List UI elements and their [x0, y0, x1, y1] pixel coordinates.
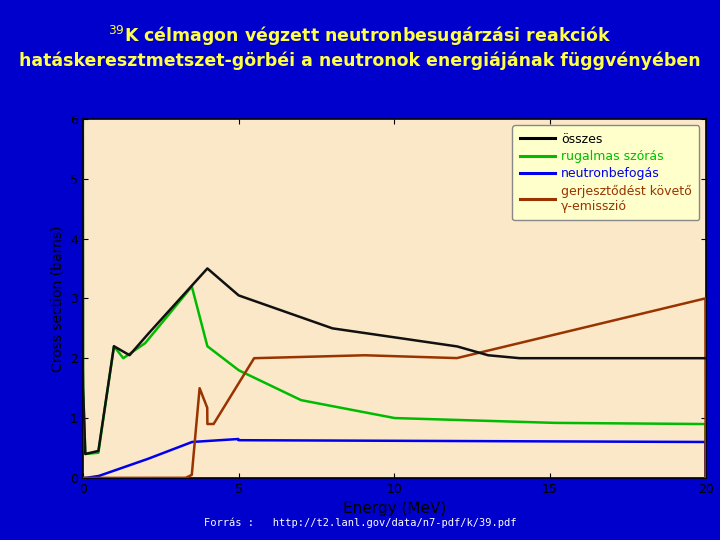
Text: Forrás :   http://t2.lanl.gov/data/n7-pdf/k/39.pdf: Forrás : http://t2.lanl.gov/data/n7-pdf/…: [204, 518, 516, 528]
Text: $^{39}$K célmagon végzett neutronbesugárzási reakciók: $^{39}$K célmagon végzett neutronbesugár…: [108, 24, 612, 49]
X-axis label: Energy (MeV): Energy (MeV): [343, 501, 446, 516]
Legend: összes, rugalmas szórás, neutronbefogás, gerjesztődést követő
γ-emisszió: összes, rugalmas szórás, neutronbefogás,…: [513, 125, 699, 220]
Y-axis label: Cross section (barns): Cross section (barns): [50, 225, 64, 372]
Text: hatáskeresztmetszet-görbéi a neutronok energiájának függvényében: hatáskeresztmetszet-görbéi a neutronok e…: [19, 51, 701, 70]
